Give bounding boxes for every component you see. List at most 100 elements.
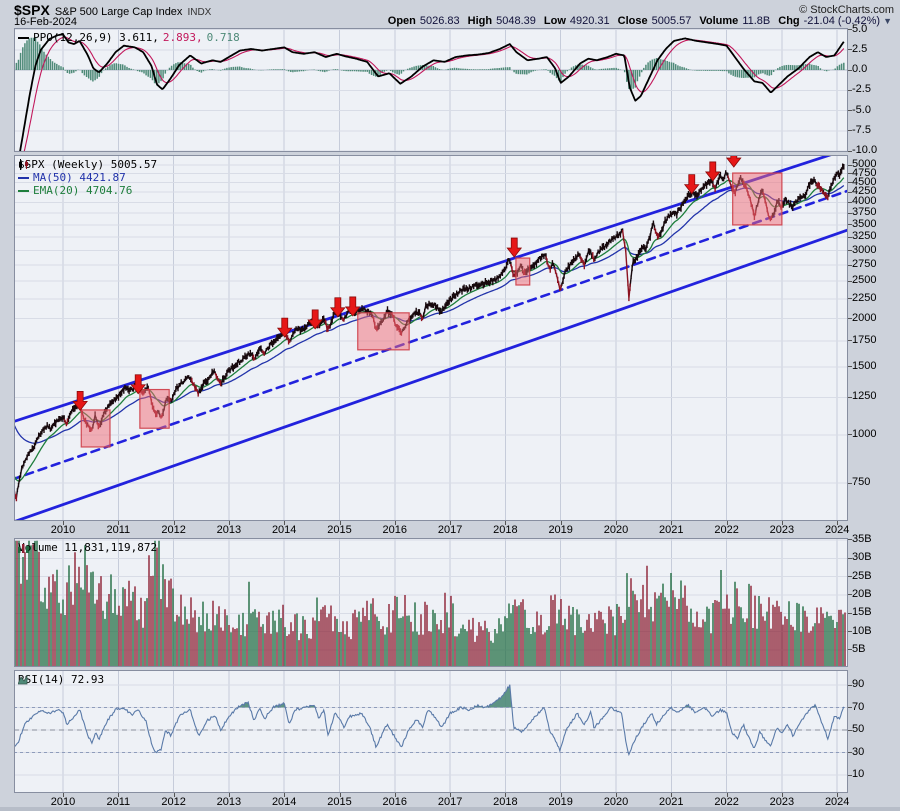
y-axis-tick [848,191,852,193]
x-axis-bottom-strip: 2010 2011 2012 2013 2014 2015 2016 2017 2018 2019… [0,793,900,810]
y-axis-tick [848,224,852,226]
y-axis-label: 50 [852,723,865,735]
y-axis-tick [848,212,852,214]
volume-panel [14,538,848,667]
x-axis-top-strip: 2010 2011 2012 2013 2014 2015 2016 2017 2018 2019… [0,521,900,538]
y-axis-tick [848,729,852,731]
x-axis-year-label: 2023 [769,524,795,536]
y-axis-tick [848,264,852,266]
y-axis-label: 2750 [852,258,877,271]
x-axis-year-label: 2014 [271,796,297,808]
y-axis-label: 1500 [852,359,877,372]
quote-value: 5048.39 [496,15,536,27]
x-axis-year-label: 2016 [382,524,408,536]
y-axis-tick [848,752,852,753]
ppo-legend: PPO(12,26,9) 3.611, 2.893, 0.718 [18,31,240,44]
quote-label: Chg [778,15,800,27]
x-axis-year-label: 2022 [714,524,739,536]
x-axis-tick [63,793,64,797]
ma50-label: MA(50) 4421.87 [33,171,126,184]
y-axis-label: 15B [852,606,872,619]
x-axis-tick [339,521,341,525]
y-axis-tick [848,318,852,320]
symbol: $SPX [14,2,50,18]
y-axis-label: 5000 [852,158,877,170]
ppo-label: PPO(12,26,9) 3.611, [33,31,159,44]
y-axis-label: 2250 [852,291,877,304]
x-axis-tick [63,521,64,525]
x-axis-tick [284,793,286,797]
x-axis-tick [781,793,783,797]
x-axis-year-label: 2020 [603,524,629,536]
y-axis-label: -2.5 [852,83,871,96]
y-axis-tick [848,612,852,614]
y-axis-label: 2500 [852,274,877,287]
y-axis-label: -7.5 [852,123,871,136]
x-axis-year-label: 2013 [216,796,242,808]
y-axis-tick [848,150,852,152]
y-axis-label: 5B [852,642,866,655]
chg-down-triangle-icon[interactable]: ▼ [883,16,892,26]
y-axis-label: 3250 [852,230,877,243]
x-axis-tick [616,793,617,797]
ppo-line-icon [18,36,29,39]
y-axis-label: 4000 [852,195,877,208]
y-axis-label: 30 [852,745,865,758]
y-axis-label: 90 [852,678,865,690]
y-axis-tick [848,236,852,238]
y-axis-label: 2000 [852,311,877,324]
x-axis-tick [284,521,286,525]
y-axis-label: 0.0 [852,63,868,75]
x-axis-tick [450,521,452,525]
x-axis-tick [726,521,728,525]
quote-label: Volume [699,15,739,27]
volume-bars-icon [18,543,29,553]
y-axis-tick [848,366,852,368]
quote-label: Close [617,15,648,27]
volume-label: Volume 11,831,119,872 [18,541,158,554]
ppo-signal-label: 2.893, [162,31,203,44]
y-axis-tick [848,280,852,282]
y-axis-tick [848,298,852,300]
ema20-label: EMA(20) 4704.76 [33,184,133,197]
x-axis-tick [560,793,562,797]
x-axis-year-label: 2022 [714,796,739,808]
y-axis-label: 30B [852,551,872,564]
y-axis-label: 10B [852,624,872,637]
x-axis-year-label: 2011 [106,524,131,536]
x-axis-year-label: 2015 [327,796,352,808]
y-axis-tick [848,340,852,342]
y-axis-label: 1000 [852,427,877,440]
x-axis-year-label: 2012 [161,524,186,536]
y-axis-tick [848,482,852,484]
y-axis-tick [848,182,852,184]
volume-legend: Volume 11,831,119,872 [18,541,157,554]
quote-strip: Open 5026.83 High 5048.39 Low 4920.31 Close 500… [380,15,892,27]
quote-label: High [467,15,493,27]
x-axis-year-label: 2024 [824,796,850,808]
x-axis-tick [560,521,562,525]
x-axis-year-label: 2018 [493,796,518,808]
x-axis-year-label: 2015 [327,524,352,536]
rsi-label: RSI(14) 72.93 [18,673,105,686]
ma50-line-icon [18,176,29,179]
x-axis-tick [173,793,175,797]
quote-value: -21.04 (-0.42%) [803,15,881,27]
y-axis-label: 1750 [852,333,877,346]
y-axis-label: 70 [852,700,865,713]
x-axis-year-label: 2019 [548,524,573,536]
x-axis-year-label: 2018 [493,524,518,536]
price-legend: $SPX (Weekly) 5005.57 MA(50) 4421.87 EMA… [18,158,157,197]
price-panel [14,155,848,521]
chart-header: $SPX S&P 500 Large Cap Index INDX [14,2,211,20]
y-axis-tick [848,250,852,252]
x-axis-year-label: 2012 [161,796,186,808]
quote-value: 4920.31 [569,15,610,27]
y-axis-tick [848,69,852,71]
y-axis-tick [848,110,852,111]
x-axis-tick [173,521,175,525]
y-axis-tick [848,576,852,578]
y-axis-tick [848,707,852,708]
y-axis-tick [848,434,852,436]
y-axis-tick [848,684,852,686]
